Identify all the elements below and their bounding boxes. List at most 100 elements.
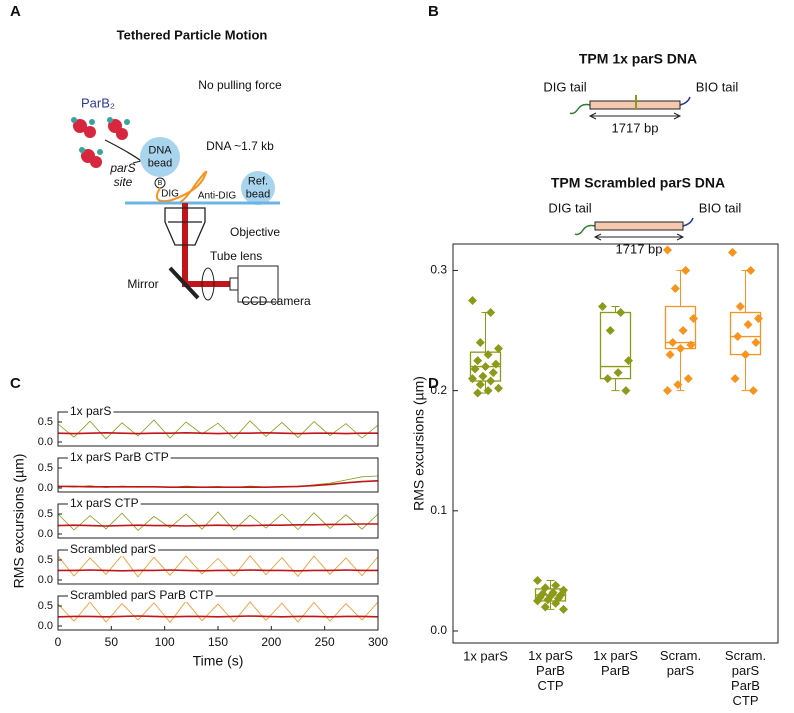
point xyxy=(494,383,503,393)
point xyxy=(559,604,568,614)
dna xyxy=(594,221,684,231)
x-tick-label: 300 xyxy=(368,635,388,649)
label-bg xyxy=(68,588,216,603)
point xyxy=(676,344,685,354)
y-tick-label: 0.0 xyxy=(38,436,53,448)
y-tick-label: 0.1 xyxy=(430,503,447,517)
label: DIG xyxy=(161,189,179,200)
point xyxy=(616,308,626,318)
y-axis-label: RMS excursions (µm) xyxy=(411,376,427,511)
y-tick-label: 0.0 xyxy=(430,623,447,637)
ref-bead xyxy=(241,171,275,205)
camera xyxy=(229,277,239,291)
label: B xyxy=(158,180,163,187)
label-bg xyxy=(68,496,141,511)
point xyxy=(488,368,498,378)
tpm-diagram: Tethered Particle Motion No pulling forc… xyxy=(71,27,311,308)
point xyxy=(468,295,477,305)
dna xyxy=(156,170,208,203)
point xyxy=(475,338,485,348)
x-axis-label: Time (s) xyxy=(193,653,244,669)
point xyxy=(730,374,740,384)
panel-label: D xyxy=(428,375,439,392)
point xyxy=(540,602,550,612)
arrowhead xyxy=(593,233,685,241)
point xyxy=(551,580,561,590)
point xyxy=(473,356,483,366)
label-bg xyxy=(68,542,159,557)
point xyxy=(473,388,483,398)
x-tick-label: 250 xyxy=(315,635,335,649)
y-tick-label: 0.0 xyxy=(38,528,53,540)
point xyxy=(678,326,688,336)
x-tick-label: Scram. parS xyxy=(660,648,701,678)
point xyxy=(486,308,496,318)
label: Mirror xyxy=(127,277,158,291)
smoothed-line xyxy=(57,523,378,527)
point xyxy=(663,386,672,396)
point xyxy=(494,344,503,354)
point xyxy=(468,374,477,384)
subplot-title: 1x parS CTP xyxy=(70,496,139,510)
beam xyxy=(182,281,230,287)
y-axis-label: RMS excursions (µm) xyxy=(11,454,27,589)
point xyxy=(663,245,672,255)
point xyxy=(733,332,743,342)
point xyxy=(728,247,737,257)
point xyxy=(481,362,490,372)
x-tick-label: 1x parS ParB xyxy=(593,648,638,678)
point xyxy=(491,359,501,369)
smoothed-line xyxy=(58,480,379,488)
length-label: 1717 bp xyxy=(616,241,663,256)
point xyxy=(478,371,488,381)
point xyxy=(741,350,750,360)
label: Ref. bead xyxy=(246,176,270,201)
y-tick-label: 0.3 xyxy=(430,263,447,277)
axes-frame xyxy=(452,243,779,644)
label: ParB₂ xyxy=(81,95,115,110)
trace-line xyxy=(57,511,379,531)
protein-icons xyxy=(71,117,143,168)
point xyxy=(598,301,607,311)
point xyxy=(486,376,496,386)
y-tick-label: 0.5 xyxy=(38,600,53,612)
point xyxy=(543,595,553,605)
x-tick-label: 1x parS ParB CTP xyxy=(528,648,573,693)
point xyxy=(483,386,493,396)
x-tick-label: 1x parS xyxy=(463,648,508,663)
construct-title: TPM Scrambled parS DNA xyxy=(551,175,725,191)
point xyxy=(670,283,680,293)
subplot-title: 1x parS xyxy=(70,404,111,418)
point xyxy=(683,374,693,384)
label: Tube lens xyxy=(210,249,262,263)
subplot-title: Scrambled parS ParB CTP xyxy=(70,588,213,602)
axes-frame xyxy=(57,411,379,447)
y-tick-label: 0.5 xyxy=(38,462,53,474)
point xyxy=(748,386,758,396)
label: No pulling force xyxy=(198,78,282,92)
axes-frame xyxy=(57,457,379,493)
point xyxy=(665,350,675,360)
label: parS site xyxy=(109,161,135,189)
x-tick-label: 150 xyxy=(208,635,228,649)
trace-line xyxy=(57,475,379,489)
trace-line xyxy=(57,554,379,578)
y-tick-label: 0.5 xyxy=(38,416,53,428)
y-tick-label: 0.0 xyxy=(38,574,53,586)
point xyxy=(689,314,698,324)
trace-line xyxy=(57,600,379,624)
tail-label: BIO tail xyxy=(696,79,739,94)
axes-frame xyxy=(57,549,379,585)
smoothed-line xyxy=(57,615,379,618)
point xyxy=(754,314,763,324)
point xyxy=(533,596,542,606)
point xyxy=(621,386,631,396)
subplot-title: 1x parS ParB CTP xyxy=(70,450,169,464)
label: Objective xyxy=(230,225,280,239)
subplot-title: Scrambled parS xyxy=(70,542,156,556)
x-tick-label: 50 xyxy=(105,635,119,649)
y-tick-label: 0.0 xyxy=(38,482,53,494)
construct-title: TPM 1x parS DNA xyxy=(579,51,697,67)
tail xyxy=(682,217,694,227)
point xyxy=(686,340,696,350)
